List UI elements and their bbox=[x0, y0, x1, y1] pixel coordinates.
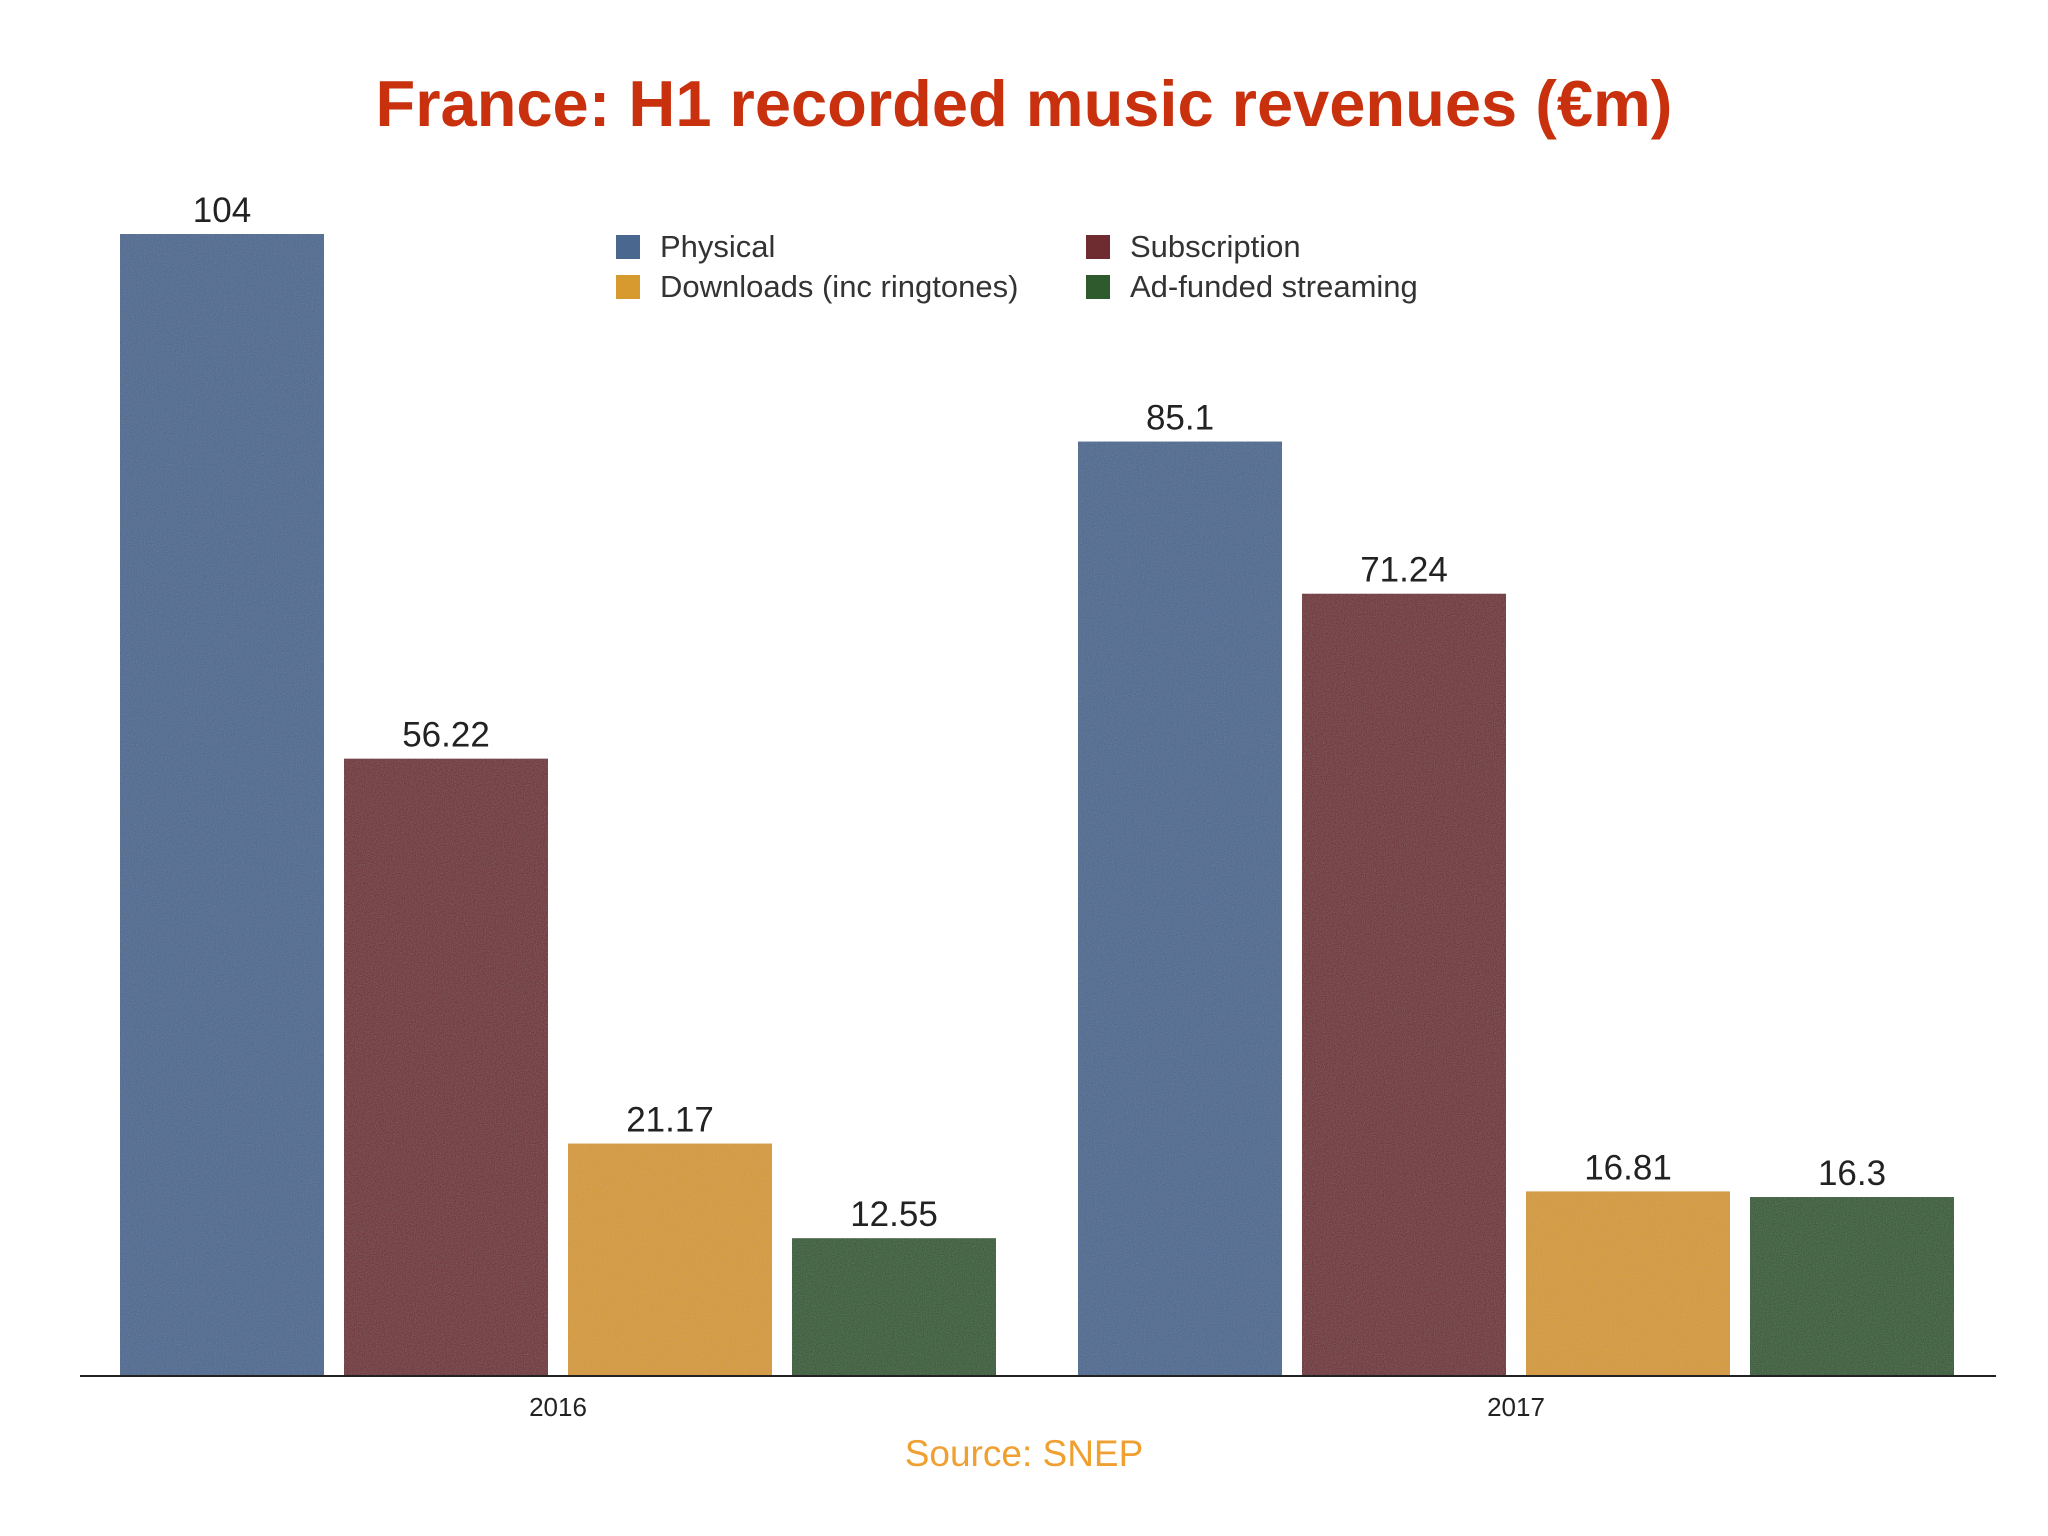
legend-label-physical: Physical bbox=[660, 229, 776, 264]
data-label-downloads-2016: 21.17 bbox=[626, 1101, 714, 1140]
labels-layer: 104 56.22 21.17 12.55 2016 85.1 71.24 16.81 16.3… bbox=[193, 191, 1886, 1422]
data-label-downloads-2017: 16.81 bbox=[1584, 1148, 1672, 1187]
legend-swatch-ad-funded bbox=[1086, 275, 1110, 299]
legend: Physical Subscription Downloads (inc rin… bbox=[616, 229, 1476, 304]
chart-title: France: H1 recorded music revenues (€m) bbox=[375, 67, 1673, 140]
bars-layer bbox=[120, 234, 1954, 1377]
legend-item-ad-funded: Ad-funded streaming bbox=[1086, 269, 1476, 304]
data-label-physical-2016: 104 bbox=[193, 191, 251, 230]
source-note: Source: SNEP bbox=[904, 1433, 1144, 1474]
bar-ad-funded-2017 bbox=[1750, 1197, 1954, 1376]
category-label-2016: 2016 bbox=[529, 1392, 587, 1422]
bar-physical-2016 bbox=[120, 234, 324, 1376]
legend-swatch-downloads bbox=[616, 275, 640, 299]
legend-item-downloads: Downloads (inc ringtones) bbox=[616, 269, 1086, 304]
bar-subscription-2017 bbox=[1302, 593, 1506, 1376]
bar-physical-2017 bbox=[1078, 441, 1282, 1377]
data-label-physical-2017: 85.1 bbox=[1146, 399, 1214, 438]
bar-ad-funded-2016 bbox=[792, 1238, 996, 1376]
legend-label-subscription: Subscription bbox=[1130, 229, 1301, 264]
data-label-ad-funded-2017: 16.3 bbox=[1818, 1154, 1886, 1193]
legend-swatch-physical bbox=[616, 235, 640, 259]
category-label-2017: 2017 bbox=[1487, 1392, 1545, 1422]
data-label-subscription-2016: 56.22 bbox=[402, 716, 490, 755]
legend-item-subscription: Subscription bbox=[1086, 229, 1476, 264]
legend-label-downloads: Downloads (inc ringtones) bbox=[660, 269, 1019, 304]
data-label-ad-funded-2016: 12.55 bbox=[850, 1195, 938, 1234]
bar-subscription-2016 bbox=[344, 758, 548, 1376]
legend-item-physical: Physical bbox=[616, 229, 1086, 264]
bar-downloads-2017 bbox=[1526, 1191, 1730, 1376]
legend-swatch-subscription bbox=[1086, 235, 1110, 259]
data-label-subscription-2017: 71.24 bbox=[1360, 551, 1448, 590]
legend-label-ad-funded: Ad-funded streaming bbox=[1130, 269, 1418, 304]
bar-downloads-2016 bbox=[568, 1143, 772, 1376]
